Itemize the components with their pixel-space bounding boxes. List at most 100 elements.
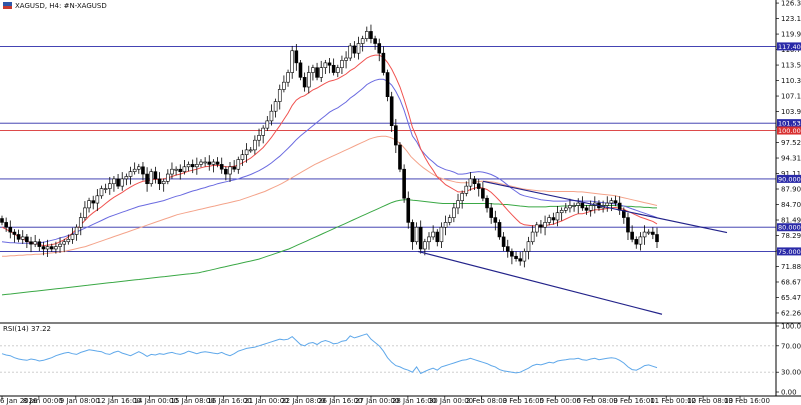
level-tag-bg	[777, 223, 801, 232]
candle-body	[315, 67, 319, 78]
candle-body	[248, 149, 253, 152]
symbol-title: XAGUSD, H4: #N-XAGUSD	[15, 2, 107, 10]
candle-body	[66, 239, 71, 243]
candle-body	[551, 217, 556, 221]
candle-body	[526, 241, 531, 252]
candle-body	[311, 67, 315, 73]
candle-body	[282, 81, 286, 90]
level-tag-bg	[777, 119, 801, 128]
candle-body	[141, 166, 145, 175]
candle-body	[630, 231, 634, 240]
level-tags: 117.400 101.531100.000 90.000 80.000 75.000	[777, 42, 801, 256]
price-tick-label: 62.265	[781, 309, 801, 317]
price-tick-label: 81.495	[781, 217, 801, 225]
candle-body	[207, 161, 212, 165]
time-tick-label: 12 Feb 08:00	[687, 397, 733, 405]
level-tag-bg	[777, 247, 801, 256]
candle-body	[634, 239, 639, 245]
candle-body	[74, 226, 79, 235]
candle-body	[646, 231, 651, 234]
ema-fast-line	[1, 54, 658, 247]
price-tick-label: 65.470	[781, 294, 801, 302]
candle-body	[87, 200, 91, 209]
candle-body	[277, 89, 282, 102]
candle-body	[534, 224, 539, 233]
candle-body	[398, 144, 402, 170]
candle-body	[224, 168, 228, 175]
candle-body	[294, 50, 299, 64]
candle-body	[377, 43, 382, 54]
time-tick-label: 26 Jan 16:00	[318, 397, 362, 405]
candle-body	[306, 72, 311, 88]
candle-body	[166, 173, 170, 182]
candle-body	[29, 241, 33, 245]
candle-body	[161, 181, 166, 185]
trendlines	[417, 180, 728, 315]
candle-body	[323, 62, 328, 68]
candle-body	[385, 72, 390, 97]
level-tag-label: 100.000	[778, 127, 801, 135]
candle-body	[253, 139, 257, 151]
time-tick-label: 8 Jan 00:00	[23, 397, 63, 405]
candle-body	[215, 161, 220, 165]
candle-body	[120, 178, 125, 187]
candle-body	[389, 96, 394, 127]
ma-long-line	[1, 199, 657, 296]
candle-body	[447, 217, 452, 223]
candle-body	[568, 205, 572, 209]
time-tick-label: 15 Jan 08:00	[171, 397, 215, 405]
candle-body	[518, 258, 522, 262]
time-tick-label: 13 Feb 16:00	[724, 397, 770, 405]
price-tick-label: 113.545	[781, 62, 801, 70]
candle-body	[145, 173, 149, 185]
candle-body	[348, 45, 353, 59]
time-tick-label: 3 Feb 16:00	[503, 397, 544, 405]
time-tick-label: 30 Jan 00:00	[429, 397, 473, 405]
candle-body	[211, 161, 216, 165]
candle-body	[497, 222, 502, 238]
candle-body	[381, 52, 386, 73]
candle-body	[174, 168, 178, 171]
candle-body	[505, 246, 510, 252]
candle-body	[547, 217, 552, 223]
candle-body	[45, 246, 50, 250]
candle-body	[331, 64, 336, 73]
time-tick-label: 6 Jan 2026	[0, 397, 38, 405]
ema-slow-line	[1, 78, 658, 244]
candle-body	[530, 231, 535, 243]
candle-body	[584, 207, 589, 211]
candle-body	[580, 202, 585, 209]
candle-body	[103, 188, 108, 190]
candle-body	[286, 72, 290, 83]
trendline	[482, 180, 728, 234]
candle-body	[228, 166, 232, 175]
candle-body	[8, 226, 13, 233]
candle-body	[360, 38, 365, 44]
candle-body	[153, 171, 158, 180]
candle-body	[559, 210, 564, 214]
candle-body	[4, 222, 8, 228]
candle-body	[452, 207, 456, 218]
candle-body	[464, 185, 469, 194]
candle-body	[58, 243, 62, 247]
candle-body	[298, 62, 303, 78]
rsi-tick-label: 0.00	[781, 389, 797, 397]
candle-body	[149, 171, 154, 185]
candle-body	[83, 207, 87, 218]
candle-body	[588, 205, 593, 211]
price-tick-label: 94.315	[781, 155, 801, 163]
candle-body	[41, 246, 46, 250]
candle-body	[70, 234, 75, 240]
candle-body	[563, 207, 568, 211]
candle-body	[651, 231, 655, 235]
time-tick-label: 27 Jan 00:00	[355, 397, 399, 405]
candle-body	[25, 236, 29, 243]
candle-body	[369, 31, 373, 39]
candle-body	[493, 217, 498, 223]
price-tick-label: 71.880	[781, 263, 801, 271]
candle-body	[20, 236, 25, 240]
price-tick-label: 84.700	[781, 201, 801, 209]
candle-body	[501, 236, 506, 247]
moving-averages	[1, 54, 658, 296]
